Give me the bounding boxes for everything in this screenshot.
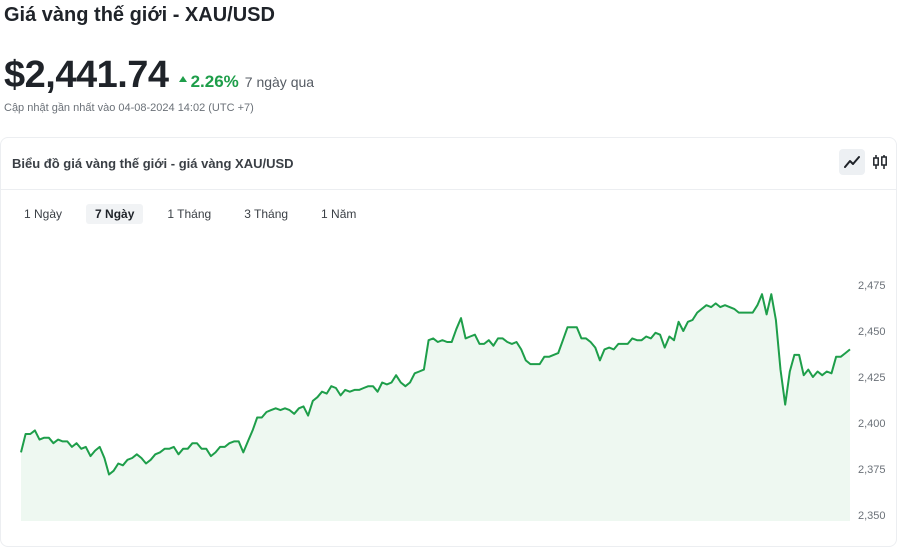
page-title: Giá vàng thế giới - XAU/USD	[4, 4, 275, 26]
y-tick-label: 2,400	[858, 418, 886, 430]
line-view-button[interactable]	[839, 149, 865, 175]
y-tick-label: 2,425	[858, 372, 886, 384]
tab-1-day[interactable]: 1 Ngày	[24, 207, 63, 221]
change-percent: 2.26%	[190, 72, 239, 91]
candlestick-view-button[interactable]	[867, 149, 893, 175]
y-tick-label: 2,350	[858, 510, 886, 522]
tab-3-months[interactable]: 3 Tháng	[244, 207, 289, 221]
y-tick-label: 2,375	[858, 464, 886, 476]
chart-card: Biểu đồ giá vàng thế giới - giá vàng XAU…	[0, 137, 897, 547]
last-updated: Cập nhật gần nhất vào 04-08-2024 14:02 (…	[4, 102, 254, 114]
tab-1-year[interactable]: 1 Năm	[321, 207, 357, 221]
period-tabs: 1 Ngày 7 Ngày 1 Tháng 3 Tháng 1 Năm	[15, 204, 380, 224]
price-area-fill	[21, 294, 850, 521]
chart-card-title: Biểu đồ giá vàng thế giới - giá vàng XAU…	[12, 156, 294, 171]
y-tick-label: 2,450	[858, 326, 886, 338]
change-period: 7 ngày qua	[244, 74, 315, 90]
tab-1-month[interactable]: 1 Tháng	[167, 207, 212, 221]
current-price: $2,441.74	[4, 54, 169, 96]
candlestick-icon	[873, 155, 887, 169]
arrow-up-icon	[178, 76, 187, 82]
chart-card-header: Biểu đồ giá vàng thế giới - giá vàng XAU…	[1, 138, 896, 190]
tab-7-days[interactable]: 7 Ngày	[86, 204, 144, 224]
price-summary: $2,441.74 2.26% 7 ngày qua	[4, 54, 314, 97]
price-line	[20, 293, 851, 476]
line-chart-icon	[844, 156, 860, 168]
y-tick-label: 2,475	[858, 280, 886, 292]
